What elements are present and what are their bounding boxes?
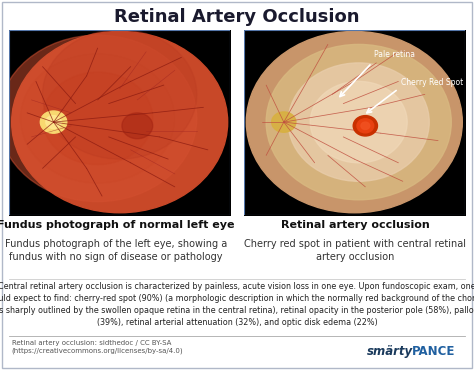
Text: Retinal artery occlusion: Retinal artery occlusion [281, 220, 430, 230]
Circle shape [288, 63, 429, 181]
Circle shape [20, 54, 175, 183]
Text: Fundus photograph of the left eye, showing a
fundus with no sign of disease or p: Fundus photograph of the left eye, showi… [5, 239, 227, 262]
Circle shape [40, 111, 67, 133]
Circle shape [12, 31, 228, 213]
Circle shape [266, 44, 451, 200]
Text: Central retinal artery occlusion is characterized by painless, acute vision loss: Central retinal artery occlusion is char… [0, 282, 474, 327]
Circle shape [361, 122, 370, 130]
Text: Pale retina: Pale retina [374, 50, 415, 59]
Text: smärty: smärty [367, 345, 413, 358]
Circle shape [46, 115, 61, 129]
Circle shape [122, 113, 153, 139]
Text: Retinal Artery Occlusion: Retinal Artery Occlusion [114, 8, 360, 26]
Text: Cherry red spot in patient with central retinal
artery occlusion: Cherry red spot in patient with central … [245, 239, 466, 262]
Circle shape [246, 31, 462, 213]
Text: Cherry Red Spot: Cherry Red Spot [401, 78, 463, 87]
Text: Fundus photograph of normal left eye: Fundus photograph of normal left eye [0, 220, 235, 230]
Text: PANCE: PANCE [411, 345, 455, 358]
Circle shape [272, 112, 296, 132]
Circle shape [310, 81, 407, 163]
Circle shape [0, 35, 197, 202]
Circle shape [353, 115, 377, 136]
Circle shape [43, 72, 153, 165]
Circle shape [357, 119, 374, 133]
Text: Retinal artery occlusion: sidthedoc / CC BY-SA
(https://creativecommons.org/lice: Retinal artery occlusion: sidthedoc / CC… [12, 340, 183, 354]
Circle shape [43, 30, 197, 159]
